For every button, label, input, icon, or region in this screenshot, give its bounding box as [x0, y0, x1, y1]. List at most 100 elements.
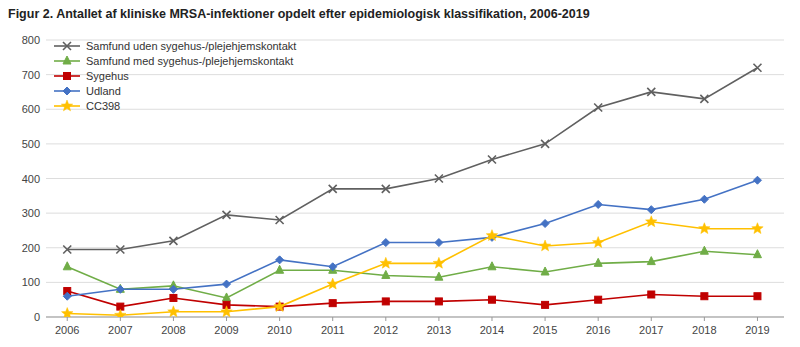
point — [223, 293, 231, 301]
series-line — [67, 180, 757, 296]
x-tick — [226, 317, 227, 321]
legend-item: CC398 — [54, 100, 120, 112]
legend: Samfund uden sygehus-/plejehjemskontakt S… — [54, 40, 296, 112]
point — [699, 223, 710, 234]
legend-marker — [64, 73, 71, 80]
x-tick-label: 2011 — [321, 324, 345, 336]
legend-label: CC398 — [86, 100, 120, 112]
point — [486, 230, 497, 241]
x-tick — [279, 317, 280, 321]
x-tick — [120, 317, 121, 321]
point — [329, 263, 337, 271]
point — [327, 278, 338, 289]
point — [435, 239, 443, 247]
point — [700, 95, 708, 103]
point — [168, 306, 179, 317]
legend-item: Samfund uden sygehus-/plejehjemskontakt — [54, 40, 296, 52]
point — [435, 272, 443, 280]
x-tick-label: 2015 — [533, 324, 557, 336]
legend-item: Sygehus — [54, 70, 129, 82]
x-tick-label: 2010 — [267, 324, 291, 336]
point — [488, 262, 496, 270]
series-line — [67, 291, 757, 307]
y-tick-label: 200 — [22, 242, 40, 254]
x-tick-label: 2019 — [745, 324, 769, 336]
point — [382, 239, 390, 247]
point — [754, 293, 761, 300]
grid-line — [46, 213, 784, 214]
y-tick-label: 600 — [22, 103, 40, 115]
x-tick — [545, 317, 546, 321]
point — [276, 216, 284, 224]
point — [594, 200, 602, 208]
point — [488, 155, 496, 163]
x-tick-label: 2017 — [639, 324, 663, 336]
x-tick-label: 2008 — [161, 324, 185, 336]
point — [63, 292, 71, 300]
grid-line — [46, 109, 784, 110]
point — [541, 140, 549, 148]
point — [274, 301, 285, 312]
point — [382, 298, 389, 305]
point — [223, 280, 231, 288]
point — [329, 185, 337, 193]
x-tick — [173, 317, 174, 321]
y-tick-label: 700 — [22, 69, 40, 81]
plot-area — [62, 64, 764, 317]
x-tick-label: 2016 — [586, 324, 610, 336]
point — [542, 301, 549, 308]
x-tick — [491, 317, 492, 321]
series-line — [67, 222, 757, 315]
point — [595, 296, 602, 303]
x-tick — [757, 317, 758, 321]
x-tick-label: 2006 — [55, 324, 79, 336]
point — [753, 64, 761, 72]
point — [433, 257, 444, 268]
series-line — [67, 68, 757, 250]
legend-marker — [63, 42, 71, 50]
x-tick-label: 2014 — [480, 324, 504, 336]
point — [752, 223, 763, 234]
x-tick-label: 2018 — [692, 324, 716, 336]
grid-line — [46, 74, 784, 75]
grid-line — [46, 247, 784, 248]
grid-line — [46, 317, 784, 318]
x-axis-line — [46, 317, 784, 318]
chart: Figur 2. Antallet af kliniske MRSA-infek… — [0, 0, 800, 347]
legend-label: Udland — [86, 85, 121, 97]
legend-marker — [63, 87, 71, 95]
point — [647, 206, 655, 214]
point — [592, 237, 603, 248]
grid-line — [46, 143, 784, 144]
point — [488, 296, 495, 303]
legend-item: Udland — [54, 85, 121, 97]
point — [116, 284, 124, 292]
point — [435, 298, 442, 305]
point — [170, 294, 177, 301]
point — [63, 262, 71, 270]
point — [116, 285, 124, 293]
point — [646, 216, 657, 227]
y-tick-label: 300 — [22, 207, 40, 219]
point — [594, 258, 602, 266]
point — [753, 250, 761, 258]
legend-label: Samfund uden sygehus-/plejehjemskontakt — [86, 40, 296, 52]
point — [276, 256, 284, 264]
x-tick — [438, 317, 439, 321]
y-tick-label: 100 — [22, 276, 40, 288]
point — [276, 265, 284, 273]
x-tick — [598, 317, 599, 321]
point — [63, 245, 71, 253]
point — [380, 257, 391, 268]
point — [701, 293, 708, 300]
point — [700, 195, 708, 203]
x-tick-label: 2009 — [214, 324, 238, 336]
point — [541, 267, 549, 275]
y-tick-label: 500 — [22, 138, 40, 150]
x-tick-label: 2012 — [374, 324, 398, 336]
x-tick-label: 2013 — [427, 324, 451, 336]
x-tick — [704, 317, 705, 321]
grid-line — [46, 178, 784, 179]
x-tick — [67, 317, 68, 321]
point — [594, 104, 602, 112]
